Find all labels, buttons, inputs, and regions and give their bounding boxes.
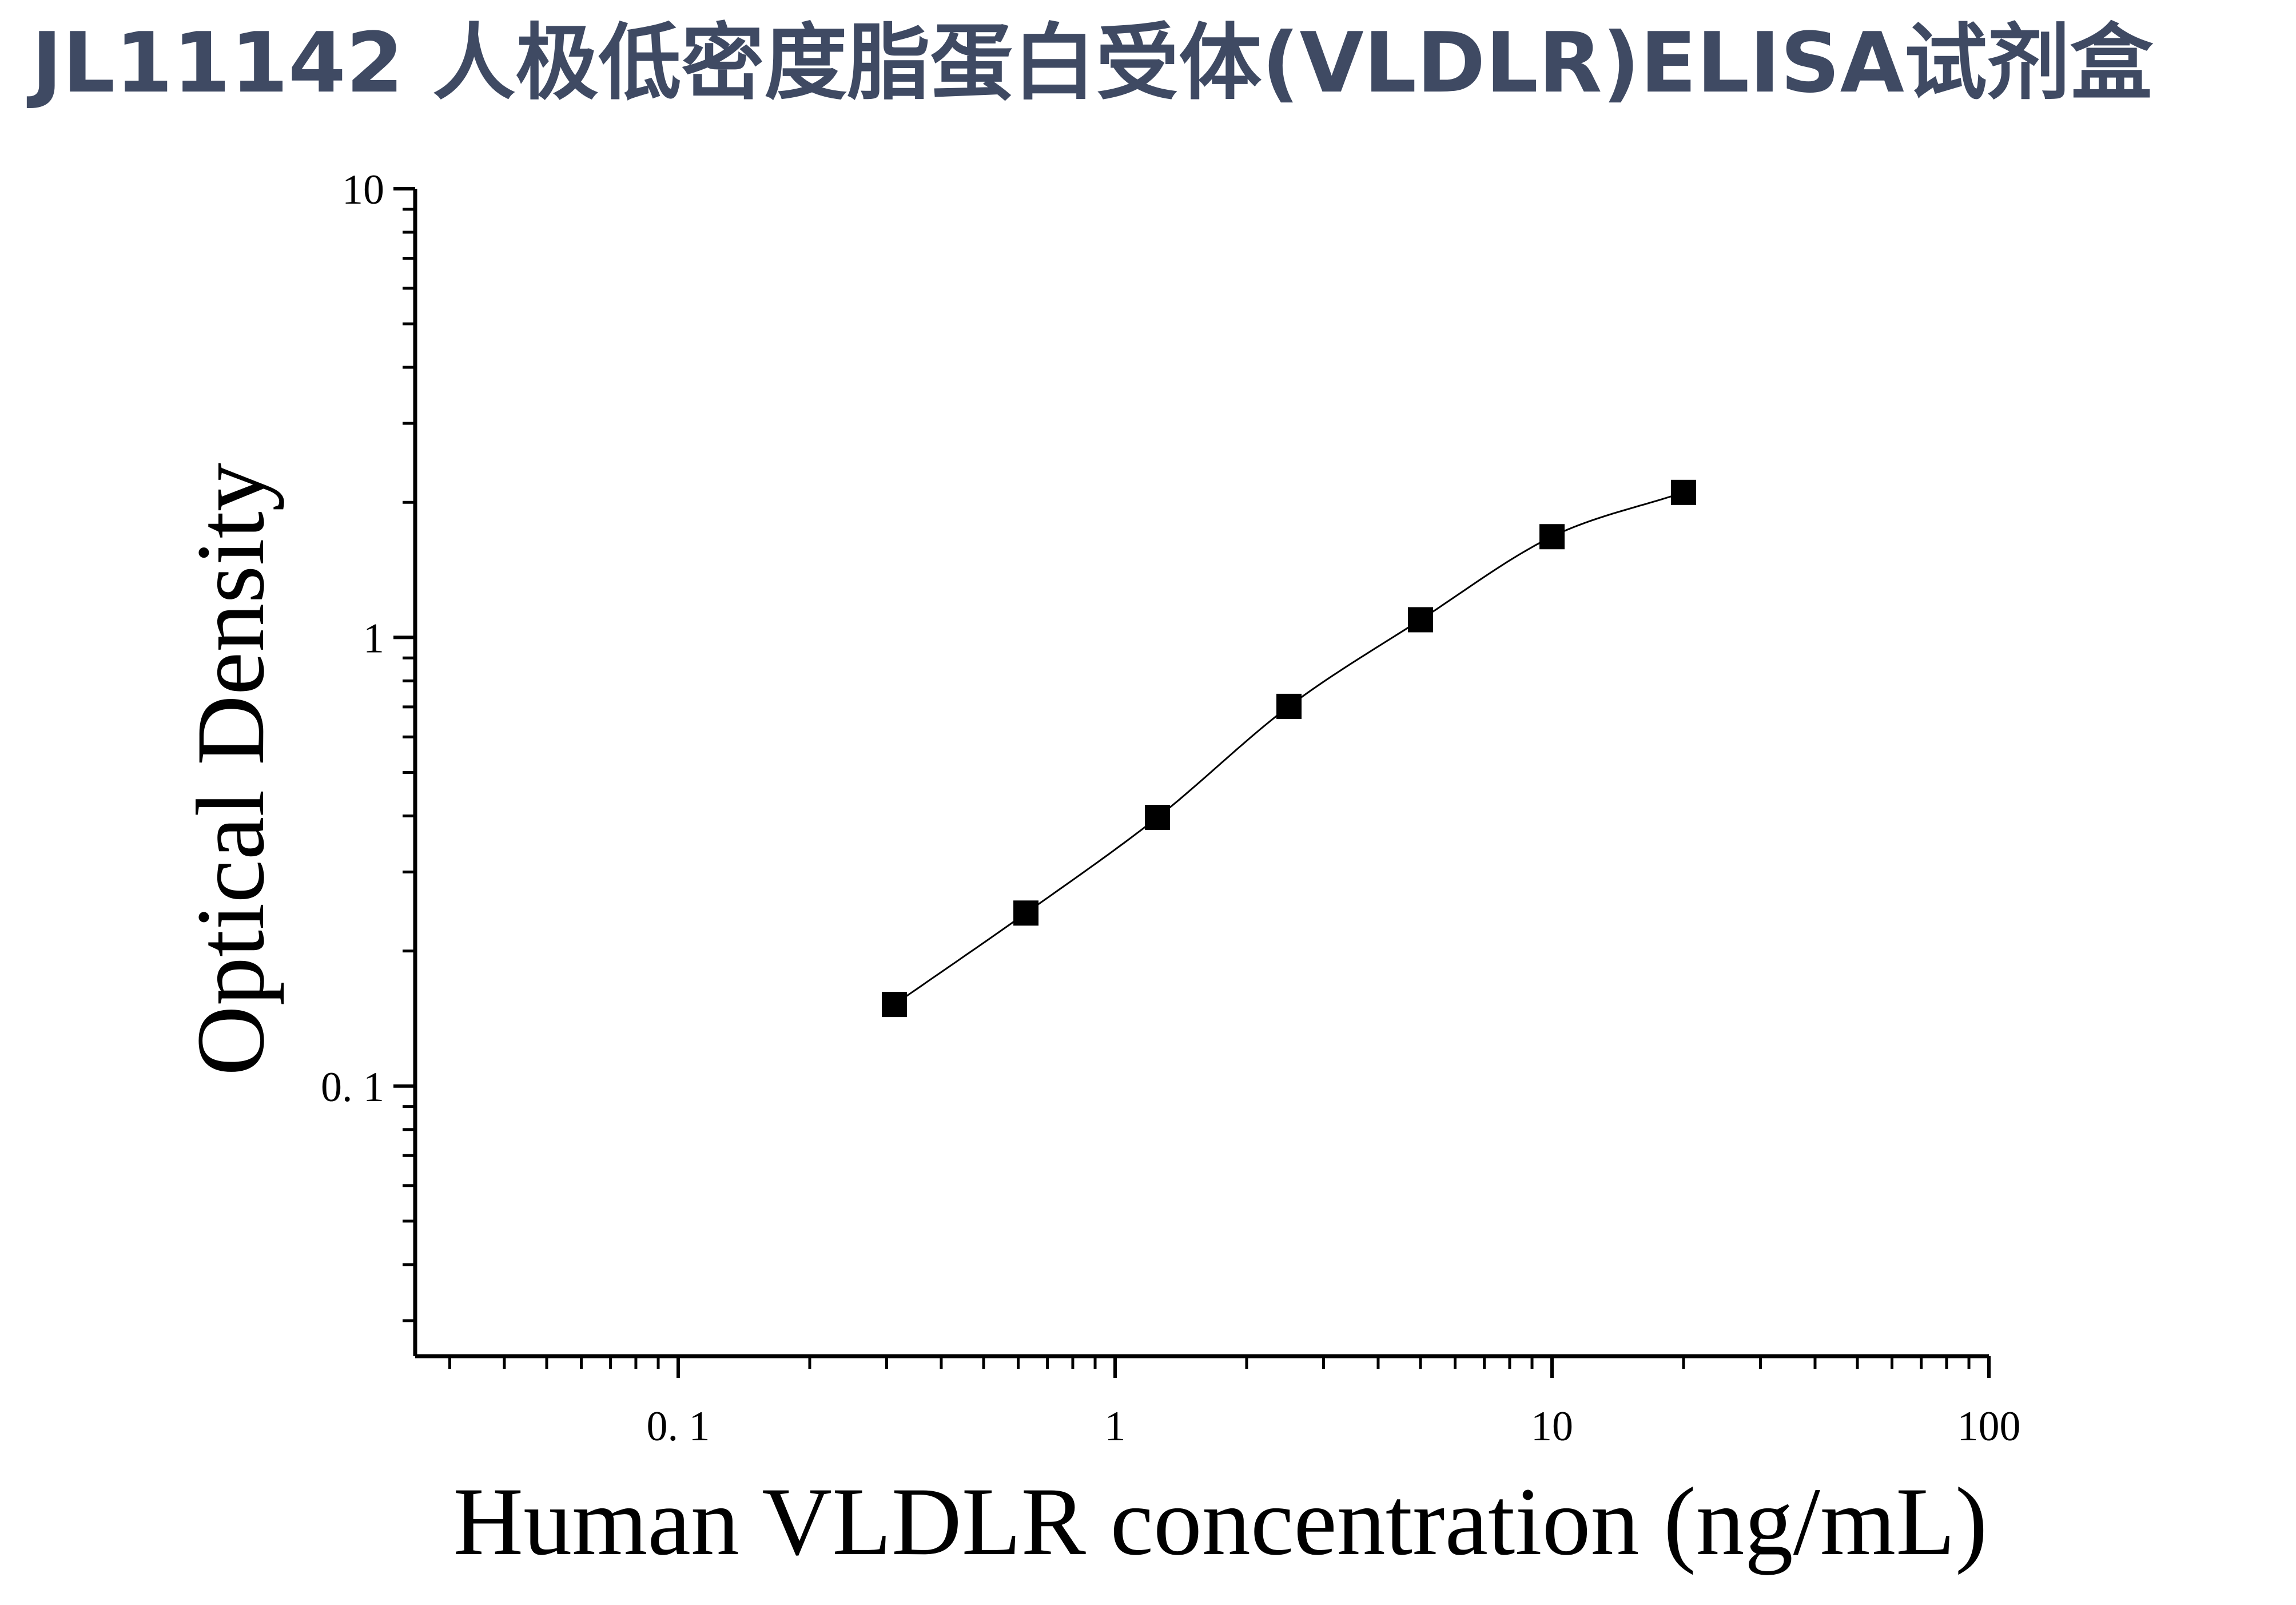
tick-labels: 0. 1 1 10 100 0. 1 1 10 <box>321 166 2021 1450</box>
data-point <box>882 992 908 1018</box>
y-minor-ticks <box>403 208 415 1322</box>
y-major-ticks <box>393 187 415 1088</box>
data-point <box>1408 607 1434 633</box>
data-point <box>1276 693 1302 719</box>
data-point <box>1145 805 1171 831</box>
x-tick-label: 0. 1 <box>646 1403 710 1450</box>
x-tick-label: 100 <box>1957 1403 2021 1450</box>
fit-curve <box>894 491 1684 1006</box>
data-point <box>1670 479 1696 505</box>
page-title: JL11142 人极低密度脂蛋白受体(VLDLR)ELISA试剂盒 <box>31 15 2153 112</box>
y-tick-label: 1 <box>363 615 384 662</box>
data-points <box>882 479 1696 1018</box>
x-major-ticks <box>676 1356 1991 1378</box>
y-tick-label: 0. 1 <box>321 1064 384 1111</box>
x-tick-label: 10 <box>1531 1403 1573 1450</box>
y-axis-title: Optical Density <box>177 463 284 1076</box>
x-axis-title: Human VLDLR concentration (ng/mL) <box>453 1468 1987 1575</box>
x-minor-ticks <box>448 1356 1971 1369</box>
data-point <box>1013 900 1039 926</box>
data-point <box>1539 524 1565 550</box>
x-tick-label: 1 <box>1104 1403 1125 1450</box>
y-tick-label: 10 <box>342 166 384 213</box>
